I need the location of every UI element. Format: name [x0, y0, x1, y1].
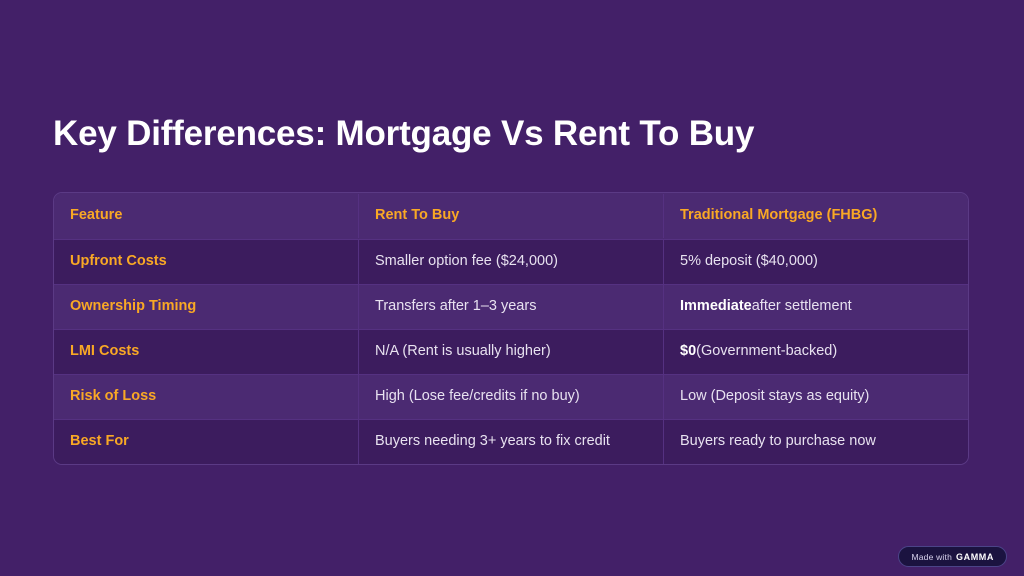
table-row: Upfront Costs Smaller option fee ($24,00… [54, 239, 968, 284]
cell-emphasis: Immediate [680, 298, 752, 315]
cell-mortgage-best-for: Buyers ready to purchase now [664, 420, 968, 464]
row-label-best-for: Best For [54, 420, 359, 464]
row-label-lmi-costs: LMI Costs [54, 330, 359, 374]
comparison-table: Feature Rent To Buy Traditional Mortgage… [53, 192, 969, 465]
cell-mortgage-risk-of-loss: Low (Deposit stays as equity) [664, 375, 968, 419]
badge-prefix-label: Made with [911, 551, 952, 562]
cell-rent-to-buy-risk-of-loss: High (Lose fee/credits if no buy) [359, 375, 664, 419]
cell-text: Low (Deposit stays as equity) [680, 388, 870, 405]
cell-text: 5% deposit ($40,000) [680, 253, 818, 270]
cell-text: (Government-backed) [696, 343, 838, 360]
cell-mortgage-upfront-costs: 5% deposit ($40,000) [664, 240, 968, 284]
made-with-gamma-badge[interactable]: Made with GAMMA [898, 546, 1007, 567]
cell-text: after settlement [751, 298, 852, 315]
cell-text: Buyers ready to purchase now [680, 433, 876, 450]
table-header-row: Feature Rent To Buy Traditional Mortgage… [54, 193, 968, 239]
row-label-upfront-costs: Upfront Costs [54, 240, 359, 284]
column-header-feature: Feature [54, 194, 359, 238]
row-label-ownership-timing: Ownership Timing [54, 285, 359, 329]
cell-rent-to-buy-best-for: Buyers needing 3+ years to fix credit [359, 420, 664, 464]
cell-mortgage-lmi-costs: $0 (Government-backed) [664, 330, 968, 374]
cell-rent-to-buy-lmi-costs: N/A (Rent is usually higher) [359, 330, 664, 374]
table-row: LMI Costs N/A (Rent is usually higher) $… [54, 329, 968, 374]
row-label-risk-of-loss: Risk of Loss [54, 375, 359, 419]
table-row: Best For Buyers needing 3+ years to fix … [54, 419, 968, 464]
column-header-traditional-mortgage: Traditional Mortgage (FHBG) [680, 207, 878, 224]
page-title: Key Differences: Mortgage Vs Rent To Buy [53, 114, 755, 153]
gamma-brand-label: GAMMA [956, 551, 994, 562]
table-row: Risk of Loss High (Lose fee/credits if n… [54, 374, 968, 419]
column-header-rent-to-buy: Rent To Buy [359, 194, 664, 238]
cell-emphasis: $0 [680, 343, 697, 360]
cell-mortgage-ownership-timing: Immediate after settlement [664, 285, 968, 329]
cell-rent-to-buy-ownership-timing: Transfers after 1–3 years [359, 285, 664, 329]
cell-rent-to-buy-upfront-costs: Smaller option fee ($24,000) [359, 240, 664, 284]
table-row: Ownership Timing Transfers after 1–3 yea… [54, 284, 968, 329]
